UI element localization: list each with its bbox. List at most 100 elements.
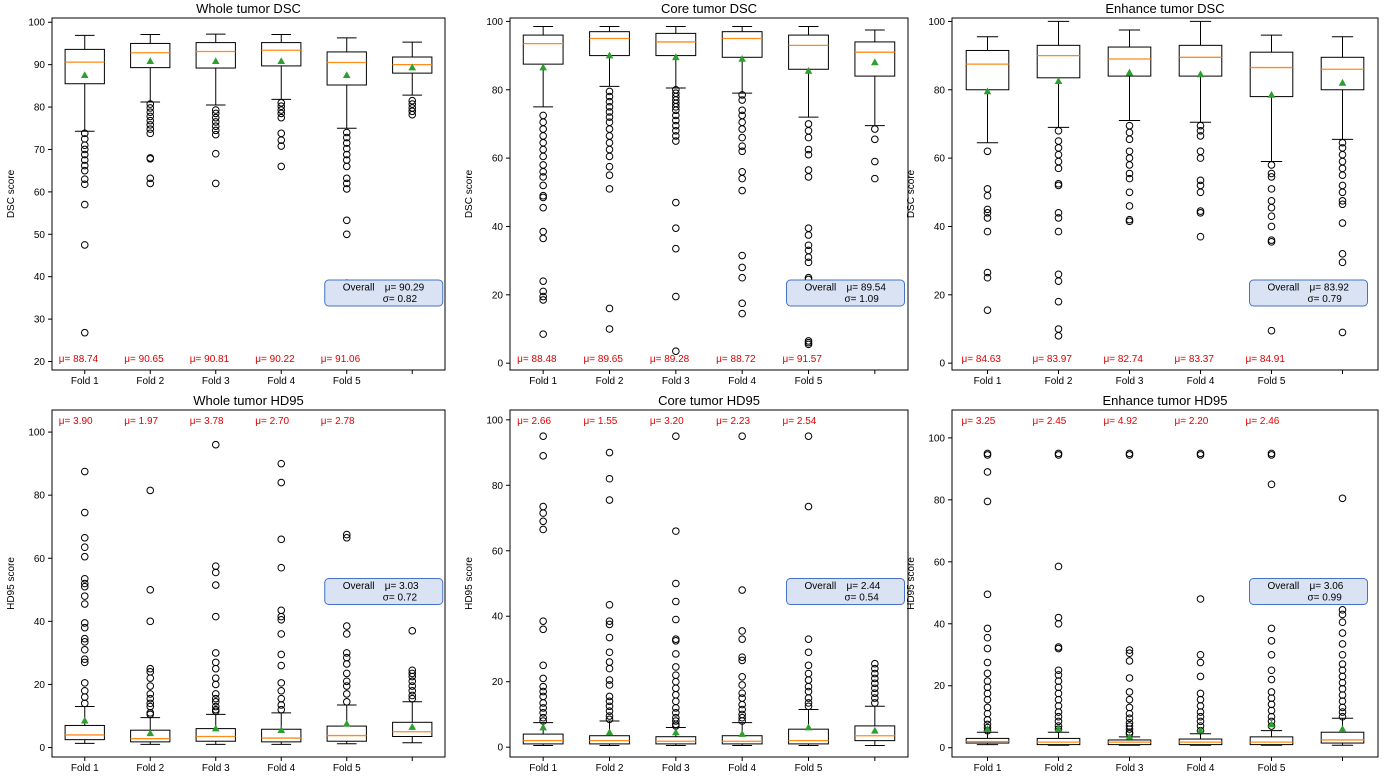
outlier-point bbox=[672, 198, 680, 207]
panel-3: Enhance tumor DSC DSC score 0 20 40 60 80 100 Fo… bbox=[906, 1, 1379, 387]
outlier-point bbox=[408, 110, 417, 119]
mean-marker bbox=[871, 726, 879, 734]
outlier-point bbox=[211, 649, 220, 657]
outlier-point bbox=[342, 128, 351, 137]
outlier-point bbox=[211, 562, 220, 570]
outlier-point bbox=[1196, 208, 1205, 217]
outlier-point bbox=[80, 658, 89, 667]
chart-title: Enhance tumor DSC bbox=[1105, 1, 1224, 16]
outlier-point bbox=[539, 713, 547, 722]
outlier-point bbox=[1338, 250, 1347, 258]
x-tick-label: Fold 4 bbox=[267, 763, 295, 774]
outlier-point bbox=[342, 677, 351, 686]
outlier-point bbox=[605, 620, 614, 629]
outlier-point bbox=[146, 129, 155, 138]
overall-sigma: σ= 0.82 bbox=[383, 294, 418, 305]
outlier-point bbox=[1196, 717, 1205, 726]
outlier-point bbox=[211, 581, 220, 589]
outlier-point bbox=[1054, 126, 1063, 135]
outlier-point bbox=[1338, 678, 1347, 687]
box-iqr bbox=[655, 736, 697, 745]
outlier-point bbox=[342, 533, 351, 542]
outlier-point bbox=[342, 162, 351, 171]
overall-summary: Overall μ= 89.54σ= 1.09 bbox=[786, 279, 905, 307]
outlier-point bbox=[605, 132, 614, 140]
fold-mean-label: μ= 1.55 bbox=[584, 416, 618, 427]
outlier-point bbox=[672, 697, 680, 706]
outlier-point bbox=[1338, 197, 1347, 205]
fold-mean-label: μ= 88.74 bbox=[59, 354, 99, 365]
outlier-point bbox=[605, 617, 614, 625]
outlier-point bbox=[738, 656, 746, 665]
outlier-point bbox=[738, 713, 746, 722]
outlier-point bbox=[277, 136, 286, 144]
outlier-point bbox=[539, 181, 547, 190]
outlier-point bbox=[1054, 332, 1063, 340]
outlier-point bbox=[804, 241, 813, 250]
boxplot-fold-6 bbox=[392, 627, 433, 744]
y-tick-label: 60 bbox=[34, 554, 46, 565]
outlier-point bbox=[146, 710, 155, 719]
outlier-point bbox=[738, 432, 746, 440]
outlier-point bbox=[983, 451, 992, 459]
outlier-point bbox=[738, 106, 746, 115]
outlier-point bbox=[605, 92, 614, 101]
outlier-point bbox=[1125, 147, 1134, 156]
outlier-point bbox=[605, 152, 614, 161]
outlier-point bbox=[1054, 208, 1063, 217]
overall-sigma: σ= 0.54 bbox=[845, 593, 880, 604]
y-tick-label: 40 bbox=[492, 222, 504, 233]
outlier-point bbox=[80, 655, 89, 664]
outlier-point bbox=[80, 574, 89, 583]
outlier-point bbox=[277, 686, 286, 695]
outlier-point bbox=[80, 579, 89, 588]
fold-mean-label: μ= 91.06 bbox=[321, 354, 361, 365]
outlier-point bbox=[1267, 161, 1276, 169]
outlier-point bbox=[1054, 277, 1063, 285]
box-iqr bbox=[64, 724, 105, 741]
y-tick-label: 60 bbox=[34, 187, 46, 198]
outlier-point bbox=[672, 347, 680, 356]
outlier-point bbox=[738, 653, 746, 661]
y-tick-label: 100 bbox=[28, 428, 45, 439]
outlier-point bbox=[1196, 650, 1205, 659]
outlier-point bbox=[871, 694, 879, 702]
y-tick-label: 20 bbox=[934, 681, 946, 692]
boxplot-fold-3 bbox=[655, 26, 697, 356]
x-tick-label: Fold 1 bbox=[71, 763, 99, 774]
outlier-point bbox=[983, 273, 992, 282]
outlier-point bbox=[804, 224, 813, 232]
fold-mean-label: μ= 82.74 bbox=[1104, 354, 1144, 365]
outlier-point bbox=[804, 635, 813, 643]
outlier-point bbox=[871, 684, 879, 693]
outlier-point bbox=[1054, 150, 1063, 159]
outlier-point bbox=[1338, 650, 1347, 659]
overall-box bbox=[1249, 279, 1368, 307]
outlier-point bbox=[1196, 176, 1205, 185]
outlier-point bbox=[983, 677, 992, 685]
outlier-point bbox=[1196, 232, 1205, 241]
x-tick-label: Fold 2 bbox=[1045, 376, 1073, 387]
outlier-point bbox=[211, 674, 220, 682]
outlier-point bbox=[804, 502, 813, 511]
outlier-point bbox=[1125, 135, 1134, 144]
outlier-point bbox=[1125, 202, 1134, 210]
outlier-point bbox=[1338, 666, 1347, 675]
outlier-point bbox=[211, 658, 220, 667]
outlier-point bbox=[1338, 697, 1347, 706]
outlier-point bbox=[1054, 619, 1063, 628]
outlier-point bbox=[1267, 706, 1276, 715]
outlier-point bbox=[983, 689, 992, 698]
y-tick-label: 100 bbox=[928, 17, 945, 28]
fold-mean-label: μ= 3.20 bbox=[650, 416, 684, 427]
fold-mean-label: μ= 2.66 bbox=[517, 416, 551, 427]
x-tick-label: Fold 1 bbox=[71, 376, 99, 387]
outlier-point bbox=[1196, 695, 1205, 704]
outlier-point bbox=[1196, 658, 1205, 667]
box-iqr bbox=[788, 34, 829, 70]
outlier-point bbox=[277, 113, 286, 122]
y-tick-label: 0 bbox=[39, 743, 45, 754]
x-tick-label: Fold 2 bbox=[596, 376, 624, 387]
mean-marker bbox=[277, 726, 286, 733]
chart-title: Whole tumor HD95 bbox=[193, 393, 304, 408]
